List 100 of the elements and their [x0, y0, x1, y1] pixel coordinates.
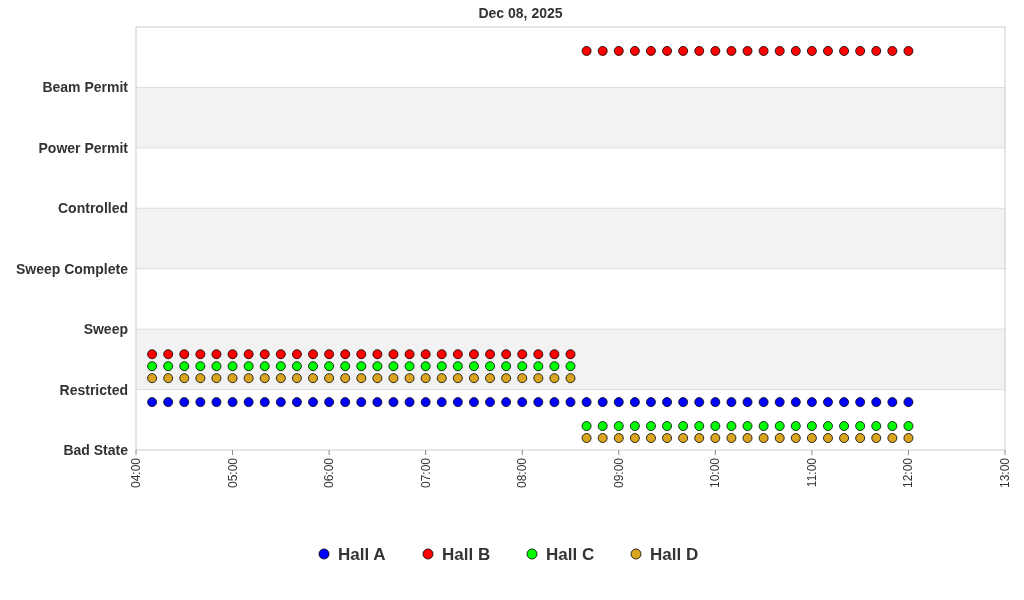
point — [259, 397, 270, 407]
point — [292, 373, 302, 384]
point — [613, 433, 624, 443]
point — [163, 349, 174, 360]
point — [597, 433, 608, 443]
point — [485, 349, 495, 360]
point — [517, 361, 528, 372]
point — [806, 421, 817, 431]
point — [404, 349, 415, 360]
point — [871, 433, 882, 443]
x-tick-label: 12:00 — [901, 457, 916, 489]
point — [275, 373, 286, 384]
point — [275, 349, 286, 360]
point — [436, 373, 447, 384]
point — [356, 373, 367, 384]
point — [871, 421, 882, 431]
point — [774, 46, 785, 56]
point — [211, 397, 222, 407]
point — [533, 397, 544, 407]
point — [742, 46, 753, 56]
point — [710, 397, 721, 407]
point — [710, 421, 721, 431]
point — [147, 373, 157, 384]
point — [501, 397, 512, 407]
point — [581, 46, 592, 56]
point — [485, 373, 495, 384]
point — [372, 349, 383, 360]
point — [694, 421, 705, 431]
point — [694, 397, 705, 407]
point — [839, 46, 849, 56]
point — [147, 349, 157, 360]
point — [163, 361, 174, 372]
x-tick-label: 11:00 — [804, 457, 819, 488]
point — [903, 397, 914, 407]
point — [726, 46, 737, 56]
point — [726, 397, 737, 407]
point — [694, 433, 705, 443]
point — [485, 397, 495, 407]
point — [533, 349, 544, 360]
point — [581, 433, 592, 443]
point — [629, 433, 640, 443]
point — [372, 373, 383, 384]
point — [517, 349, 528, 360]
point — [855, 46, 866, 56]
point — [179, 361, 190, 372]
point — [662, 46, 672, 56]
point — [678, 421, 689, 431]
point — [324, 349, 335, 360]
point — [308, 349, 318, 360]
point — [629, 421, 640, 431]
point — [147, 397, 157, 407]
point — [565, 373, 576, 384]
point — [790, 421, 801, 431]
point — [710, 433, 721, 443]
point — [823, 421, 833, 431]
chart-title: Dec 08, 2025 — [478, 5, 563, 21]
point — [195, 397, 206, 407]
point — [742, 397, 753, 407]
point — [324, 373, 335, 384]
point — [340, 349, 351, 360]
point — [420, 349, 431, 360]
point — [292, 361, 302, 372]
point — [469, 397, 479, 407]
point — [678, 433, 689, 443]
point — [388, 361, 399, 372]
point — [646, 46, 656, 56]
point — [356, 361, 367, 372]
point — [646, 397, 656, 407]
point — [308, 373, 318, 384]
legend-label: Hall B — [442, 545, 491, 564]
point — [195, 373, 206, 384]
point — [179, 349, 190, 360]
point — [742, 433, 753, 443]
point — [871, 397, 882, 407]
point — [436, 397, 447, 407]
x-tick-label: 08:00 — [515, 457, 530, 489]
category-label: Sweep — [83, 321, 128, 338]
point — [806, 433, 817, 443]
point — [790, 397, 801, 407]
point — [163, 373, 174, 384]
point — [774, 397, 785, 407]
point — [501, 373, 512, 384]
point — [758, 397, 769, 407]
point — [308, 361, 318, 372]
point — [613, 397, 624, 407]
point — [758, 421, 769, 431]
point — [887, 421, 898, 431]
point — [613, 421, 624, 431]
legend-label: Hall C — [546, 545, 595, 564]
point — [774, 421, 785, 431]
point — [533, 361, 544, 372]
point — [195, 361, 206, 372]
point — [275, 397, 286, 407]
point — [597, 46, 608, 56]
category-label: Bad State — [63, 442, 128, 458]
point — [903, 46, 914, 56]
category-label: Restricted — [59, 381, 128, 398]
x-tick-label: 13:00 — [998, 457, 1012, 489]
point — [469, 373, 479, 384]
point — [517, 373, 528, 384]
